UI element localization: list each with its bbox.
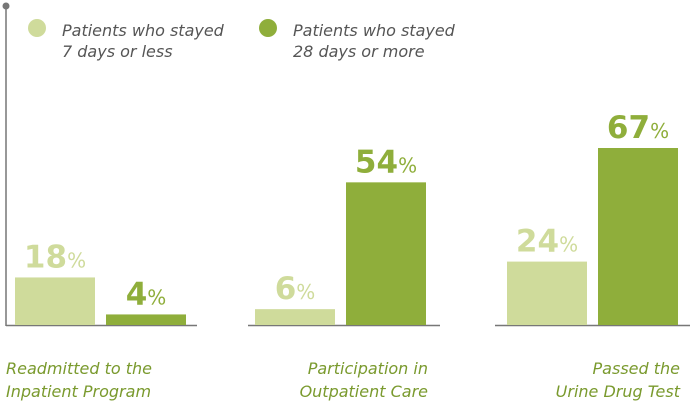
legend-swatch (28, 19, 46, 37)
value-label: 67% (607, 110, 669, 146)
x-tick-label: Readmitted to the Inpatient Program (6, 359, 152, 401)
value-label: 18% (24, 239, 86, 275)
bar (346, 182, 426, 325)
value-label: 54% (355, 144, 417, 180)
legend-label: Patients who stayed 28 days or more (293, 21, 456, 61)
x-tick-label: Participation in Outpatient Care (300, 359, 429, 401)
value-label: 6% (275, 271, 316, 307)
bar (255, 309, 335, 325)
x-tick-label: Passed the Urine Drug Test (556, 359, 681, 401)
legend-swatch (259, 19, 277, 37)
value-label: 24% (516, 224, 578, 260)
bar (106, 314, 186, 325)
axis-dot (2, 2, 10, 10)
bar (598, 148, 678, 325)
legend-label: Patients who stayed 7 days or less (62, 21, 225, 61)
bar (507, 261, 587, 325)
value-label: 4% (126, 276, 167, 312)
bar (15, 277, 95, 325)
